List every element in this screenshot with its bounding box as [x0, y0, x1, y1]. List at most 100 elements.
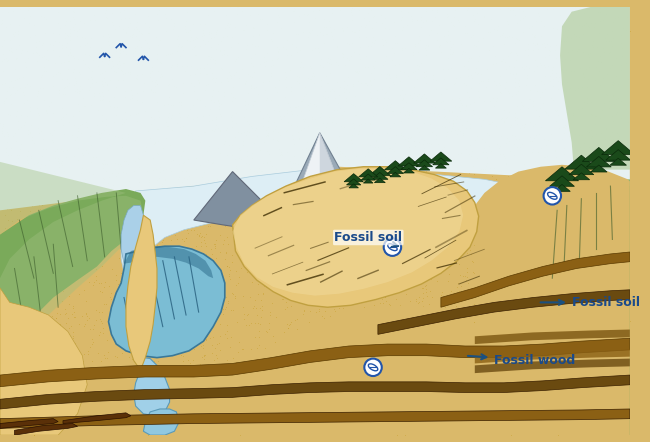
Point [485, 247, 495, 254]
Point [60, 91, 70, 98]
Point [550, 335, 560, 342]
Point [556, 65, 567, 72]
Point [471, 424, 481, 431]
Point [621, 106, 632, 113]
Point [165, 288, 176, 295]
Point [464, 303, 474, 310]
Point [263, 274, 273, 281]
Point [370, 212, 380, 219]
Point [73, 320, 84, 327]
Point [580, 65, 591, 72]
Point [272, 43, 282, 50]
Point [408, 69, 419, 76]
Point [270, 165, 281, 172]
Point [558, 124, 569, 131]
Point [129, 285, 140, 292]
Point [20, 119, 31, 126]
Point [10, 355, 21, 362]
Point [142, 335, 152, 342]
Point [384, 70, 395, 77]
Point [281, 74, 291, 81]
Point [527, 149, 538, 156]
Point [526, 137, 537, 144]
Point [255, 147, 265, 154]
Point [563, 297, 573, 304]
Point [0, 423, 5, 431]
Point [492, 27, 502, 34]
Point [105, 234, 116, 241]
Point [460, 345, 471, 352]
Point [490, 192, 501, 199]
Point [172, 119, 182, 126]
Point [575, 396, 585, 403]
Point [250, 227, 261, 234]
Point [133, 179, 144, 186]
Point [380, 24, 390, 31]
Point [389, 80, 399, 88]
Point [413, 200, 424, 207]
Point [493, 23, 503, 30]
Point [179, 416, 190, 423]
Point [441, 356, 451, 363]
Point [419, 151, 430, 158]
Point [129, 247, 139, 254]
Point [94, 211, 104, 218]
Point [599, 385, 609, 392]
Point [376, 71, 387, 78]
Point [341, 431, 351, 438]
Point [588, 360, 599, 367]
Point [59, 335, 70, 342]
Point [40, 286, 51, 293]
Point [326, 363, 337, 370]
Point [140, 247, 151, 254]
Point [165, 141, 176, 148]
Point [76, 129, 86, 136]
Point [5, 290, 16, 297]
Point [445, 198, 456, 205]
Point [283, 118, 293, 126]
Point [604, 269, 614, 276]
Point [261, 183, 272, 190]
Point [233, 4, 243, 11]
Point [559, 151, 569, 158]
Point [538, 333, 549, 340]
Point [72, 32, 83, 39]
Point [332, 225, 343, 232]
Point [577, 221, 588, 229]
Point [580, 251, 590, 259]
Point [350, 172, 361, 179]
Point [402, 337, 412, 344]
Point [311, 145, 321, 152]
Point [175, 113, 185, 120]
Point [477, 212, 488, 219]
Point [555, 173, 566, 180]
Point [198, 305, 208, 312]
Point [314, 307, 324, 314]
Point [22, 4, 32, 11]
Point [132, 42, 142, 50]
Point [0, 404, 7, 411]
Point [0, 349, 7, 356]
Point [493, 190, 504, 197]
Point [535, 93, 545, 100]
Point [189, 424, 200, 431]
Point [520, 312, 530, 320]
Point [336, 407, 346, 414]
Point [135, 293, 146, 300]
Point [188, 315, 198, 322]
Point [472, 9, 482, 16]
Point [49, 168, 60, 175]
Point [0, 349, 8, 356]
Point [120, 408, 130, 415]
Point [18, 318, 28, 325]
Point [465, 250, 476, 257]
Point [30, 241, 40, 248]
Point [8, 242, 18, 249]
Point [0, 304, 9, 311]
Point [294, 242, 305, 249]
Point [302, 159, 313, 166]
Point [502, 240, 513, 247]
Point [551, 69, 562, 76]
Point [0, 410, 10, 417]
Point [419, 69, 429, 76]
